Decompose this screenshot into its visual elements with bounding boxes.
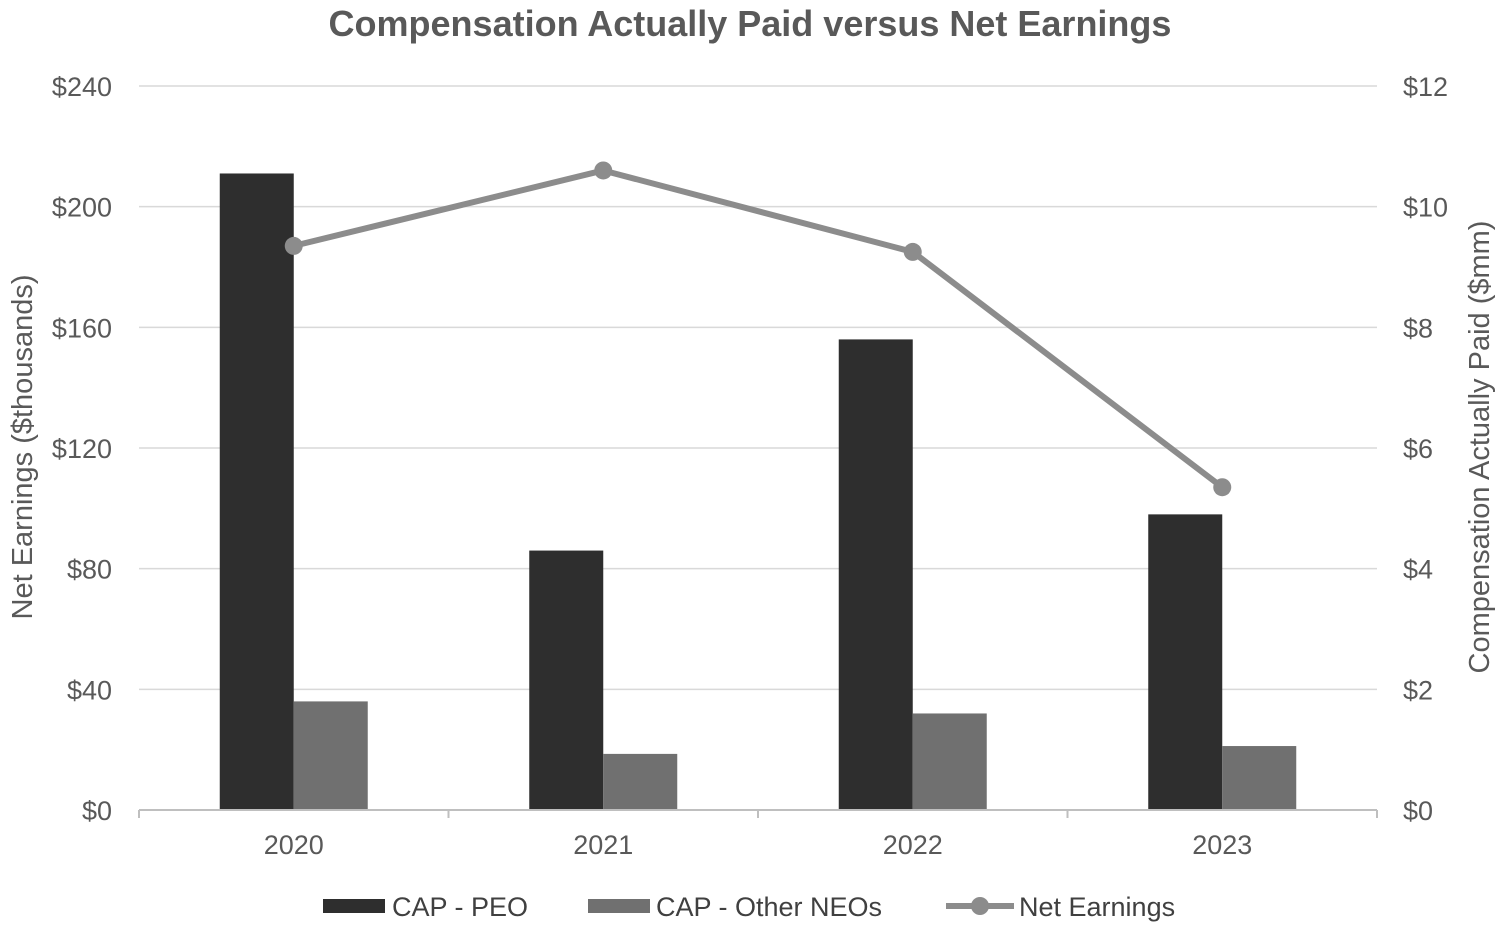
net-earnings-point: [284, 236, 303, 255]
bar-cap-other-neos: [1222, 746, 1297, 810]
legend-label: CAP - PEO: [392, 892, 528, 922]
left-tick-label: $160: [52, 313, 112, 343]
net-earnings-line: [284, 161, 1232, 497]
left-tick-label: $80: [67, 555, 112, 585]
bars: [219, 173, 1297, 810]
left-tick-label: $0: [82, 796, 112, 826]
left-tick-label: $200: [52, 193, 112, 223]
left-tick-label: $40: [67, 675, 112, 705]
net-earnings-point: [1213, 478, 1232, 497]
left-axis-ticks: $0 $40 $80 $120 $160 $200 $240: [52, 72, 112, 826]
bar-cap-peo: [1148, 514, 1223, 810]
right-tick-label: $0: [1403, 796, 1433, 826]
legend-label: CAP - Other NEOs: [656, 892, 882, 922]
left-tick-label: $240: [52, 72, 112, 102]
legend-label: Net Earnings: [1019, 892, 1175, 922]
bar-cap-peo: [529, 550, 604, 810]
right-tick-label: $8: [1403, 313, 1433, 343]
left-axis-title: Net Earnings ($thousands): [7, 275, 39, 620]
x-tick-label: 2023: [1192, 830, 1252, 860]
right-tick-label: $10: [1403, 193, 1448, 223]
right-tick-label: $12: [1403, 72, 1448, 102]
legend-swatch: [588, 899, 650, 913]
legend-swatch: [323, 899, 385, 913]
bar-cap-other-neos: [603, 753, 678, 810]
right-axis-ticks: $0 $2 $4 $6 $8 $10 $12: [1403, 72, 1448, 826]
right-tick-label: $2: [1403, 675, 1433, 705]
net-earnings-point: [594, 161, 613, 180]
left-tick-label: $120: [52, 434, 112, 464]
bar-cap-peo: [219, 173, 294, 810]
right-tick-label: $6: [1403, 434, 1433, 464]
x-tick-label: 2020: [264, 830, 324, 860]
legend-swatch-marker: [971, 897, 989, 915]
x-tick-label: 2022: [883, 830, 943, 860]
right-axis-title: Compensation Actually Paid ($mm): [1464, 221, 1496, 674]
net-earnings-point: [903, 242, 922, 261]
right-tick-label: $4: [1403, 555, 1433, 585]
x-axis: 2020 2021 2022 2023: [138, 809, 1378, 860]
legend: CAP - PEO CAP - Other NEOs Net Earnings: [323, 892, 1175, 922]
bar-cap-other-neos: [293, 701, 368, 810]
bar-cap-peo: [838, 339, 913, 810]
chart-title: Compensation Actually Paid versus Net Ea…: [329, 3, 1172, 44]
bar-cap-other-neos: [912, 713, 987, 810]
x-tick-label: 2021: [573, 830, 633, 860]
net-earnings-series-line: [293, 167, 1225, 490]
